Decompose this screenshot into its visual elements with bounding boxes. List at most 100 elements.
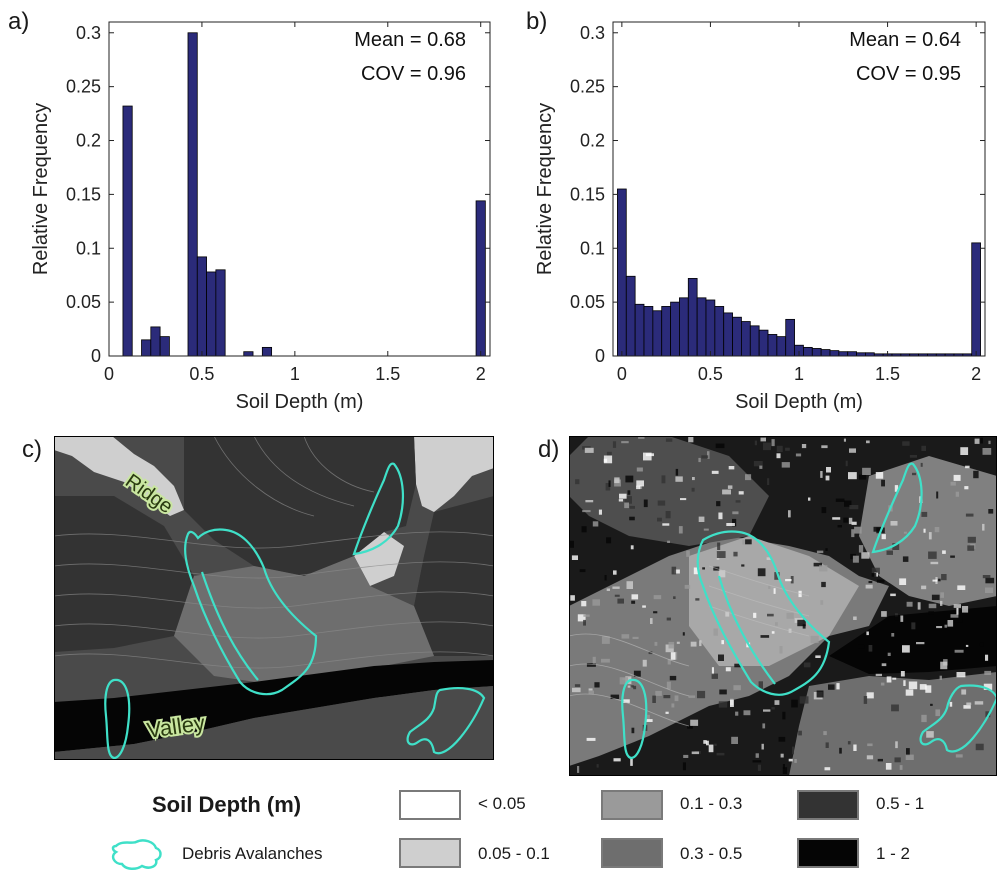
legend-swatch-0.05-0.1 [399,838,461,868]
map-d-speckle [973,470,979,479]
map-d-speckle [745,539,752,545]
map-d-speckle [837,525,842,528]
map-d-speckle [735,500,741,503]
map-d-speckle [691,487,695,492]
map-d-speckle [857,644,865,649]
map-d-speckle [928,603,937,609]
map-d-speckle [935,709,941,717]
histogram-bar [705,299,716,357]
map-d-speckle [825,475,830,481]
map-d-speckle [771,707,775,710]
map-d-speckle [633,685,637,690]
map-d-speckle [581,601,587,607]
map-d-speckle [703,528,709,531]
map-d-speckle [638,436,645,439]
map-d-speckle [936,491,939,499]
map-d-speckle [853,616,857,620]
map-d-speckle [725,611,730,617]
map-d-speckle [967,545,975,551]
map-d-speckle [702,567,705,570]
map-d-speckle [934,527,940,533]
map-d-speckle [767,613,774,617]
map-d-speckle [771,631,775,634]
histogram-bar [617,188,627,357]
y-tick-label: 0.2 [580,131,605,151]
map-d-speckle [890,521,898,526]
map-d-speckle [895,613,898,617]
panel-label-c: c) [22,436,42,463]
map-d-speckle [657,517,662,522]
map-d-speckle [588,688,593,691]
map-d-speckle [982,448,992,455]
map-d-speckle [625,475,634,483]
soil-depth-map-d [569,436,997,776]
map-d-speckle [714,743,717,746]
map-d-speckle [605,483,611,491]
map-d-speckle [706,740,709,746]
y-tick-label: 0.3 [76,23,101,43]
map-d-speckle [734,663,742,668]
map-d-speckle [791,699,798,708]
map-d-speckle [776,445,783,452]
x-tick-label: 2 [476,364,486,384]
map-d-speckle [758,681,763,689]
map-d-speckle [665,438,673,442]
y-axis-label: Relative Frequency [30,103,52,275]
map-d-debris-avalanches [621,462,997,760]
map-d-speckle [886,676,892,683]
map-d-speckle [690,641,697,647]
map-d-speckle [619,677,629,685]
map-d-speckle [755,753,759,758]
panel-label-a: a) [8,8,30,35]
map-d-speckle [911,622,916,630]
map-d-speckle [821,507,827,514]
debris-avalanche-c-2 [352,462,405,556]
map-d-speckle [621,699,630,703]
map-d-speckle [778,736,786,742]
map-d-speckle [691,751,699,755]
map-d-speckle [902,556,909,562]
map-d-speckle [928,611,934,615]
map-d-speckle [782,767,788,774]
map-d-speckle [621,634,630,639]
map-d-speckle [753,612,757,618]
histogram-bar [714,306,725,357]
map-d-speckle [920,462,923,467]
map-d-speckle [688,695,696,698]
map-d-speckle [963,705,971,709]
map-d-speckle [726,523,735,526]
x-axis-label: Soil Depth (m) [236,391,364,413]
map-d-speckle [596,764,599,768]
map-d-speckle [697,690,706,699]
map-d-speckle [938,578,941,582]
map-d-speckle [654,641,658,646]
map-d-speckle [760,437,766,442]
map-d-speckle [738,491,744,495]
map-d-speckle [650,618,653,624]
map-d-speckle [779,646,783,654]
map-d-speckle [906,748,910,756]
map-d-speckle [988,509,994,514]
histogram-bar [971,242,981,357]
y-tick-label: 0.1 [580,238,605,258]
map-d-speckle [614,477,620,484]
map-d-speckle [979,642,984,647]
map-d-speckle [950,555,955,558]
map-d-speckle [718,570,726,578]
map-d-speckle [606,537,612,544]
map-d-speckle [881,663,887,667]
map-d-speckle [866,440,870,444]
histogram-bar [758,329,769,357]
map-d-speckle [763,442,771,451]
debris-avalanche-legend-label: Debris Avalanches [182,844,323,863]
map-d-speckle [955,491,959,497]
map-d-speckle [572,687,581,693]
histogram-bar [670,301,680,357]
map-d-speckle [866,692,874,699]
map-d-speckle [717,542,721,550]
map-d-speckle [642,605,646,608]
map-d-speckle [583,614,590,617]
map-d-speckle [586,737,596,741]
histogram-bar [206,271,217,357]
map-d-speckle [964,486,969,490]
